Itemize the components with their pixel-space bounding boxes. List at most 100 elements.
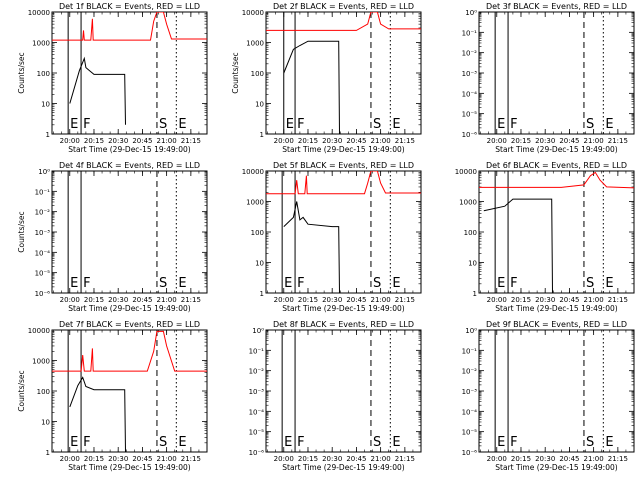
y-tick-label: 10: [468, 260, 477, 268]
lld-series-line: [266, 171, 421, 195]
y-tick-label: 10000: [28, 9, 50, 17]
x-tick-label: 20:45: [132, 137, 152, 145]
x-axis-label: Start Time (29-Dec-15 19:49:00): [68, 304, 190, 313]
x-tick-label: 20:00: [487, 455, 507, 463]
y-tick-label: 10⁻²: [462, 368, 478, 376]
event-marker-label: E: [392, 276, 400, 291]
event-marker-label: S: [586, 435, 594, 450]
y-tick-label: 10⁻⁶: [462, 449, 478, 457]
y-tick-label: 100: [37, 388, 50, 396]
y-tick-label: 10000: [455, 168, 477, 176]
y-tick-label: 10: [255, 101, 264, 109]
y-tick-label: 10⁻¹: [249, 347, 265, 355]
panel-title: Det 5f BLACK = Events, RED = LLD: [273, 161, 414, 170]
event-marker-label: S: [373, 276, 381, 291]
x-tick-label: 20:15: [84, 455, 104, 463]
event-marker-label: F: [510, 435, 517, 450]
y-tick-label: 10⁻⁵: [462, 429, 478, 437]
event-marker-label: E: [605, 117, 613, 132]
panel-det-6: Det 6f BLACK = Events, RED = LLD 1 10 100 10…: [455, 161, 635, 313]
x-tick-label: 20:00: [274, 137, 294, 145]
panel-det-7: Det 7f BLACK = Events, RED = LLD 1 10 100 10…: [17, 320, 208, 472]
event-marker-label: F: [297, 117, 304, 132]
x-tick-label: 21:15: [608, 137, 628, 145]
x-tick-label: 21:00: [371, 137, 391, 145]
y-axis-label: Counts/sec: [17, 52, 26, 93]
events-series-line: [69, 56, 126, 125]
y-tick-label: 10000: [28, 327, 50, 335]
x-tick-label: 20:45: [559, 455, 579, 463]
y-tick-label: 10⁻²: [249, 368, 265, 376]
x-axis-label: Start Time (29-Dec-15 19:49:00): [68, 145, 190, 154]
y-tick-label: 10⁻⁵: [35, 270, 51, 278]
panel-det-9: Det 9f BLACK = Events, RED = LLD 10⁻⁶ 10⁻⁵…: [462, 320, 635, 472]
x-tick-label: 20:00: [60, 455, 80, 463]
y-tick-label: 10⁻³: [462, 388, 478, 396]
x-tick-label: 21:15: [181, 137, 201, 145]
event-marker-label: F: [297, 276, 304, 291]
y-tick-label: 1000: [246, 40, 264, 48]
plot-frame: [478, 329, 635, 453]
x-tick-label: 20:15: [511, 296, 531, 304]
event-marker-label: F: [83, 117, 90, 132]
event-marker-label: E: [70, 276, 78, 291]
y-tick-label: 10: [41, 101, 50, 109]
x-tick-label: 21:00: [584, 296, 604, 304]
y-tick-label: 1000: [459, 199, 477, 207]
event-marker-label: E: [392, 117, 400, 132]
events-series-line: [283, 40, 340, 134]
event-marker-label: S: [159, 276, 167, 291]
event-marker-label: E: [605, 276, 613, 291]
y-tick-label: 10⁰: [465, 327, 477, 335]
x-tick-label: 20:15: [298, 137, 318, 145]
event-marker-label: F: [510, 117, 517, 132]
y-tick-label: 10⁻⁴: [462, 408, 478, 416]
y-tick-label: 10⁻⁶: [35, 290, 51, 298]
events-series-line: [483, 198, 553, 293]
event-marker-label: S: [586, 276, 594, 291]
x-tick-label: 20:00: [487, 296, 507, 304]
y-tick-label: 1000: [246, 199, 264, 207]
x-axis-label: Start Time (29-Dec-15 19:49:00): [282, 145, 404, 154]
y-tick-label: 10⁻⁴: [35, 249, 51, 257]
lld-series-line: [266, 12, 421, 31]
y-tick-label: 10⁻¹: [462, 29, 478, 37]
y-tick-label: 10⁻⁶: [462, 131, 478, 139]
event-marker-label: E: [605, 435, 613, 450]
panel-title: Det 8f BLACK = Events, RED = LLD: [273, 320, 414, 329]
y-tick-label: 10⁰: [465, 9, 477, 17]
x-tick-label: 21:15: [395, 137, 415, 145]
x-tick-label: 21:00: [371, 455, 391, 463]
y-tick-label: 10⁻³: [35, 229, 51, 237]
plot-frame: [478, 11, 635, 135]
x-tick-label: 20:30: [322, 137, 342, 145]
y-tick-label: 10⁰: [252, 327, 264, 335]
panel-title: Det 3f BLACK = Events, RED = LLD: [486, 2, 627, 11]
y-tick-label: 10⁻⁴: [249, 408, 265, 416]
x-tick-label: 20:00: [60, 296, 80, 304]
panel-det-4: Det 4f BLACK = Events, RED = LLD 10⁻⁶ 10⁻⁵…: [17, 161, 208, 313]
x-tick-label: 20:45: [559, 296, 579, 304]
panel-det-1: Det 1f BLACK = Events, RED = LLD 1 10 100 10…: [17, 2, 208, 154]
x-tick-label: 20:15: [511, 137, 531, 145]
x-tick-label: 20:45: [346, 137, 366, 145]
plot-frame: [51, 170, 208, 294]
y-tick-label: 10⁻⁶: [249, 449, 265, 457]
y-tick-label: 100: [251, 229, 264, 237]
event-marker-label: E: [70, 117, 78, 132]
y-tick-label: 10⁻¹: [35, 188, 51, 196]
event-marker-label: E: [284, 276, 292, 291]
x-tick-label: 21:00: [157, 296, 177, 304]
x-tick-label: 20:30: [535, 296, 555, 304]
panel-title: Det 6f BLACK = Events, RED = LLD: [486, 161, 627, 170]
event-marker-label: E: [497, 276, 505, 291]
x-axis-label: Start Time (29-Dec-15 19:49:00): [282, 463, 404, 472]
y-tick-label: 10⁻²: [462, 50, 478, 58]
x-tick-label: 20:00: [274, 455, 294, 463]
event-marker-label: E: [70, 435, 78, 450]
panel-title: Det 4f BLACK = Events, RED = LLD: [59, 161, 200, 170]
x-tick-label: 20:30: [535, 455, 555, 463]
event-marker-label: F: [510, 276, 517, 291]
event-marker-label: E: [178, 117, 186, 132]
events-series-line: [69, 376, 126, 452]
